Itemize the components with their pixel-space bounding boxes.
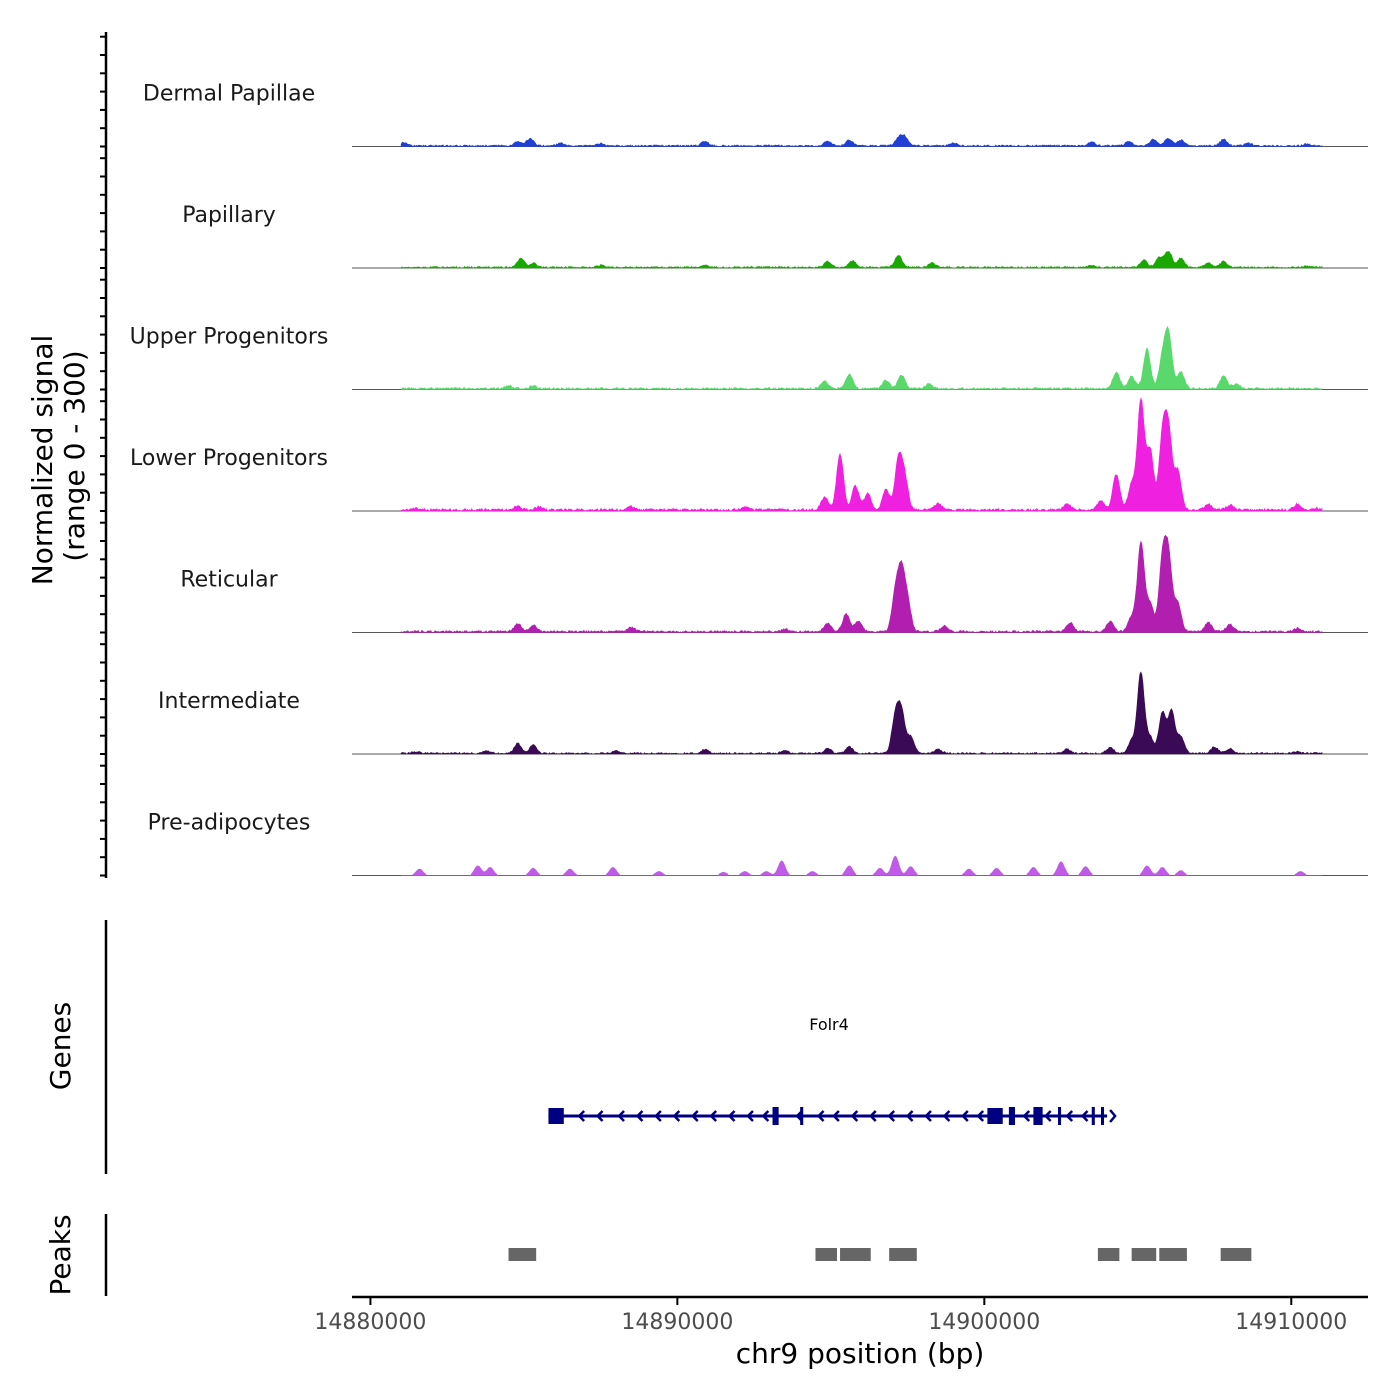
strand-arrow [976,1110,985,1122]
strand-arrow [709,1110,718,1122]
track-label: Upper Progenitors [130,325,329,350]
track-papillary: Papillary [100,157,1368,269]
strand-arrow [577,1110,586,1122]
gene-exon [548,1108,564,1124]
gene-exon [1100,1107,1105,1125]
strand-arrow [635,1110,644,1122]
gene-panel: Folr4 [104,920,1117,1174]
strand-arrow [1109,1109,1117,1123]
gene-exon [1091,1107,1095,1125]
track-label: Papillary [182,203,276,228]
peak-region [508,1248,537,1261]
signal-area [400,251,1323,269]
x-tick-label: 14910000 [1235,1310,1347,1335]
signal-area [400,397,1323,512]
strand-arrow [795,1110,803,1122]
strand-arrow [746,1110,754,1122]
strand-arrow [816,1110,825,1122]
y-axis-range-label: (range 0 - 300) [58,350,91,561]
peak-region [889,1248,917,1261]
track-dermal-papillae: Dermal Papillae [100,35,1368,148]
strand-arrow [832,1110,840,1122]
track-label: Intermediate [158,689,300,714]
gene-exon [987,1108,1003,1124]
signal-area [400,534,1323,634]
track-label: Lower Progenitors [130,446,328,471]
strand-arrow [672,1110,681,1122]
strand-arrow [617,1110,625,1122]
strand-arrow [595,1110,604,1122]
peak-panel [104,1214,1252,1296]
signal-area [400,134,1323,148]
x-tick-label: 14880000 [314,1310,426,1335]
gene-label: Folr4 [809,1015,849,1034]
strand-arrow [905,1110,914,1122]
signal-area [400,671,1323,755]
peak-region [840,1248,871,1261]
strand-arrow [1043,1110,1052,1122]
signal-area [400,325,1323,391]
strand-arrow [1080,1110,1089,1122]
strand-arrow [942,1110,951,1122]
strand-arrow [690,1110,699,1122]
gene-exon [1033,1107,1043,1125]
peak-region [815,1248,837,1261]
peaks-axis-title: Peaks [44,1214,77,1295]
track-label: Dermal Papillae [143,82,315,107]
signal-area [401,855,1322,876]
peak-region [1159,1248,1187,1261]
y-axis-title: Normalized signal [26,335,59,586]
strand-arrow [761,1110,770,1122]
strand-arrow [924,1110,932,1122]
gene-exon [772,1107,779,1125]
x-axis: 14880000 14890000 14900000 14910000 [314,1295,1368,1335]
strand-arrow [1065,1110,1074,1122]
strand-arrow [727,1110,736,1122]
peak-region [1131,1248,1157,1261]
x-tick-label: 14900000 [928,1310,1040,1335]
strand-arrow [868,1110,877,1122]
strand-arrow [654,1110,662,1122]
x-axis-title: chr9 position (bp) [736,1337,985,1370]
genes-axis-title: Genes [44,1002,77,1090]
peak-region [1097,1248,1120,1261]
track-intermediate: Intermediate [100,643,1368,755]
track-upper-progenitors: Upper Progenitors [100,278,1368,391]
coverage-panel: Dermal Papillae Papillary Upper Progenitor… [100,32,1368,878]
strand-arrow [1022,1110,1031,1122]
gene-exon [800,1107,804,1125]
strand-arrow [887,1110,896,1122]
track-pre-adipocytes: Pre-adipocytes [100,764,1368,877]
gene-exon [1008,1107,1016,1125]
x-tick-label: 14890000 [621,1310,733,1335]
strand-arrow [850,1110,859,1122]
strand-arrow [961,1110,969,1122]
peak-region [1220,1248,1252,1261]
track-label: Reticular [180,568,278,593]
track-lower-progenitors: Lower Progenitors [100,397,1368,512]
track-reticular: Reticular [100,521,1368,634]
gene-exon [1057,1107,1062,1125]
track-label: Pre-adipocytes [148,811,311,836]
